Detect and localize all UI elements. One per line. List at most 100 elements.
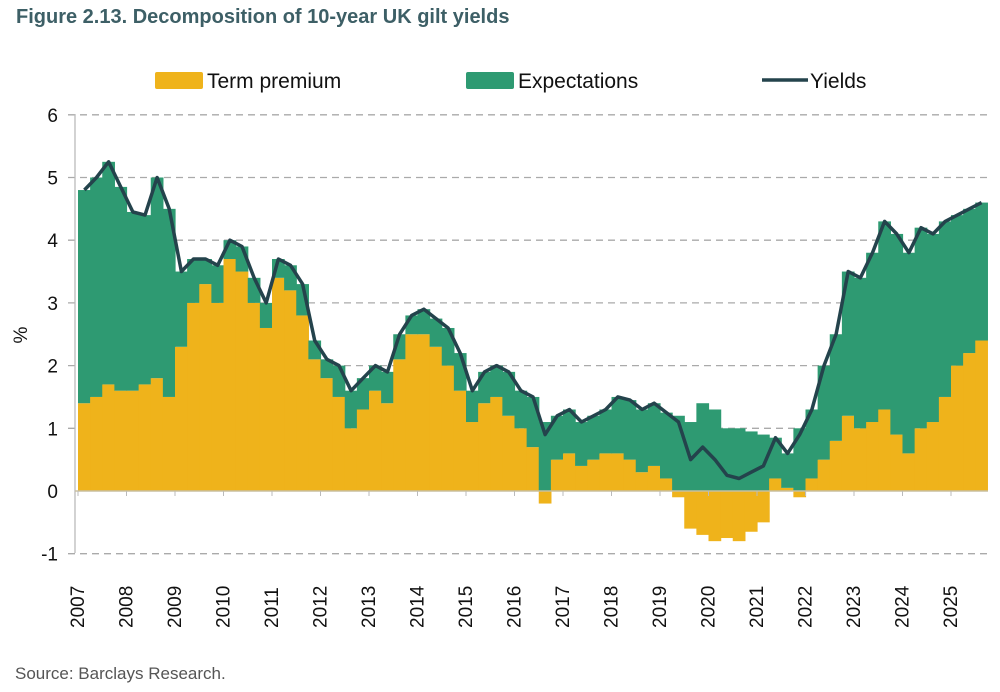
bar-term-premium (344, 428, 358, 491)
x-tick-label: 2013 (359, 586, 380, 628)
bar-expectations (635, 409, 649, 473)
x-tick-label: 2015 (456, 586, 477, 628)
bar-expectations (660, 412, 673, 479)
bar-term-premium (466, 422, 479, 491)
bar-term-premium (696, 491, 710, 535)
bar-term-premium (744, 491, 758, 532)
bar-term-premium (259, 327, 273, 491)
bar-term-premium (381, 403, 394, 491)
bar-term-premium (647, 465, 661, 491)
bar-term-premium (854, 428, 867, 491)
legend-label-yields: Yields (810, 70, 866, 93)
bar-expectations (78, 190, 91, 404)
x-tick-label: 2016 (505, 586, 526, 628)
bar-term-premium (660, 478, 673, 491)
bar-expectations (526, 396, 540, 448)
y-tick-label: 1 (47, 419, 58, 440)
bar-term-premium (308, 359, 322, 491)
yields-line (83, 160, 983, 481)
bar-expectations (490, 365, 503, 397)
bar-term-premium (587, 459, 600, 491)
bar-expectations (102, 161, 115, 385)
x-tick-label: 2022 (796, 586, 817, 628)
bar-term-premium (235, 271, 249, 491)
bar-expectations (175, 271, 188, 347)
bar-term-premium (550, 459, 564, 491)
bar-expectations (781, 453, 794, 488)
axes (74, 114, 988, 553)
bar-term-premium (417, 334, 431, 491)
x-tick-label: 2010 (214, 586, 235, 628)
x-tick-label: 2012 (311, 586, 332, 628)
bar-expectations (199, 259, 212, 285)
bar-term-premium (611, 453, 625, 491)
bar-term-premium (526, 447, 540, 491)
bar-term-premium (211, 302, 225, 491)
bar-term-premium (502, 415, 516, 491)
bar-expectations (951, 215, 964, 366)
bar-term-premium (914, 428, 928, 491)
bar-expectations (599, 409, 613, 454)
x-tick-label: 2023 (844, 586, 865, 628)
bar-term-premium (938, 396, 952, 491)
bar-term-premium (732, 491, 746, 542)
bar-term-premium (441, 365, 455, 491)
bar-term-premium (223, 259, 237, 491)
bar-expectations (259, 302, 273, 328)
bar-expectations (187, 259, 200, 303)
y-tick-label: 2 (47, 357, 58, 378)
bar-term-premium (769, 478, 782, 491)
y-tick-label: 0 (47, 482, 58, 503)
bar-expectations (926, 233, 940, 423)
x-tick-label: 2008 (117, 586, 138, 628)
bar-term-premium (126, 390, 140, 491)
bar-expectations (744, 431, 758, 491)
bar-expectations (914, 227, 928, 429)
legend-swatch-term-premium (155, 72, 203, 89)
bar-term-premium (781, 487, 794, 491)
bar-term-premium (453, 390, 467, 491)
bar-term-premium (138, 384, 152, 491)
bar-expectations (514, 390, 528, 429)
bar-expectations (381, 371, 394, 404)
bar-expectations (550, 415, 564, 460)
bar-term-premium (369, 390, 382, 491)
bar-expectations (841, 271, 855, 416)
bar-expectations (611, 396, 625, 454)
bar-expectations (369, 365, 382, 391)
bar-expectations (162, 208, 176, 397)
legend-swatch-expectations (466, 72, 514, 89)
source-note: Source: Barclays Research. (15, 664, 226, 683)
bar-term-premium (878, 409, 891, 491)
bar-term-premium (866, 422, 879, 491)
bar-expectations (938, 221, 952, 397)
bar-term-premium (890, 434, 904, 491)
bar-expectations (429, 318, 443, 347)
bar-expectations (332, 365, 346, 397)
bar-expectations (732, 428, 746, 491)
bar-expectations (720, 428, 734, 491)
x-tick-label: 2021 (747, 586, 768, 628)
y-tick-label: 5 (47, 169, 58, 190)
bar-expectations (417, 309, 431, 335)
bar-term-premium (951, 365, 964, 491)
bar-term-premium (102, 384, 115, 491)
bars (78, 161, 988, 542)
bar-term-premium (575, 465, 588, 491)
bar-term-premium (405, 334, 419, 491)
bar-term-premium (623, 459, 637, 491)
bar-expectations (963, 208, 976, 354)
y-axis-label: % (11, 326, 32, 343)
bar-expectations (817, 365, 831, 460)
bar-term-premium (150, 378, 164, 491)
x-tick-label: 2007 (68, 586, 89, 628)
bar-term-premium (429, 346, 443, 491)
bar-expectations (708, 409, 722, 491)
bar-term-premium (199, 284, 212, 491)
bar-term-premium (490, 396, 503, 491)
bar-term-premium (247, 302, 261, 491)
bar-expectations (587, 415, 600, 460)
x-tick-label: 2024 (893, 585, 914, 628)
legend: Term premium Expectations Yields (155, 70, 866, 93)
